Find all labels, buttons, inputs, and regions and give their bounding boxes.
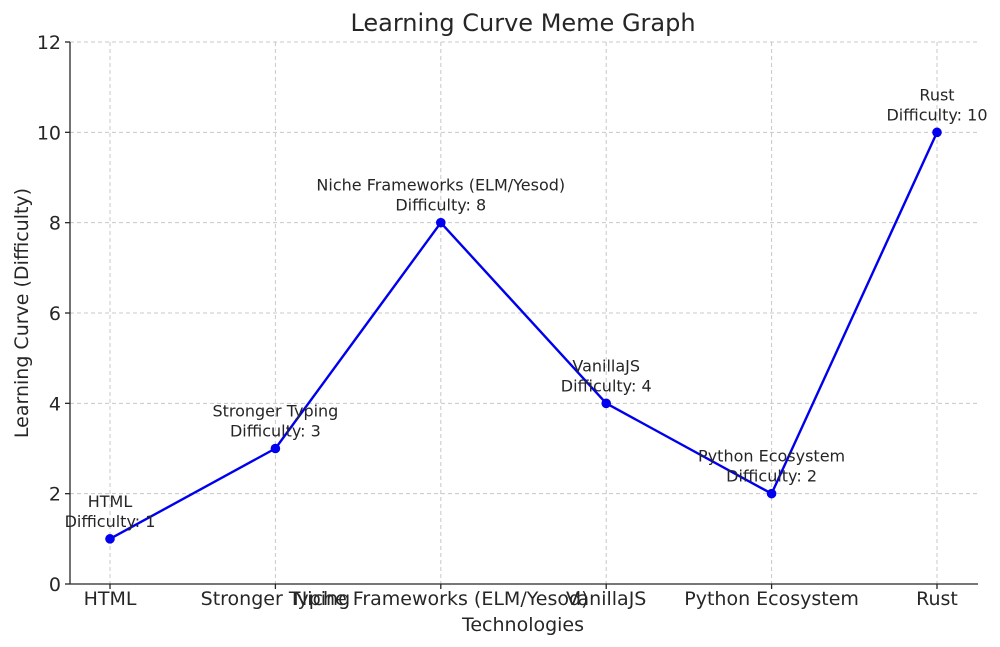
data-point: [766, 488, 777, 499]
series-layer: [105, 127, 942, 544]
point-label-difficulty: Difficulty: 2: [726, 467, 817, 486]
y-tick-label: 0: [49, 574, 61, 596]
point-label-name: Python Ecosystem: [698, 447, 845, 466]
point-label-name: Stronger Typing: [212, 402, 338, 421]
point-label-difficulty: Difficulty: 1: [65, 512, 156, 531]
y-tick-label: 10: [37, 122, 61, 144]
point-label-difficulty: Difficulty: 10: [886, 105, 987, 124]
y-tick-label: 12: [37, 32, 61, 54]
x-axis-label: Technologies: [461, 614, 584, 636]
point-label-difficulty: Difficulty: 4: [561, 376, 652, 395]
axes: [65, 41, 978, 589]
data-point: [436, 217, 446, 228]
y-tick-label: 8: [49, 213, 61, 235]
y-tick-label: 2: [49, 484, 61, 506]
x-tick-label: HTML: [84, 588, 137, 610]
x-tick-label: Python Ecosystem: [684, 588, 859, 610]
y-axis-label: Learning Curve (Difficulty): [11, 188, 33, 438]
x-tick-label: VanillaJS: [566, 588, 646, 610]
point-label-name: Niche Frameworks (ELM/Yesod): [316, 176, 565, 195]
chart-title: Learning Curve Meme Graph: [350, 9, 695, 37]
x-tick-label: Stronger Typing: [201, 588, 351, 610]
point-label-difficulty: Difficulty: 8: [395, 196, 486, 215]
difficulty-line: [109, 131, 939, 540]
point-label-name: VanillaJS: [572, 356, 640, 375]
x-tick-label: Rust: [916, 588, 958, 610]
data-point: [270, 443, 281, 454]
y-tick-label: 6: [49, 303, 61, 325]
data-point: [601, 398, 611, 409]
data-point: [932, 127, 942, 138]
x-tick-label: Niche Frameworks (ELM/Yesod): [293, 588, 588, 610]
data-point: [105, 534, 115, 544]
y-tick-label: 4: [49, 393, 61, 415]
point-label-name: HTML: [88, 492, 133, 511]
point-label-difficulty: Difficulty: 3: [230, 422, 321, 441]
point-label-name: Rust: [919, 85, 954, 104]
